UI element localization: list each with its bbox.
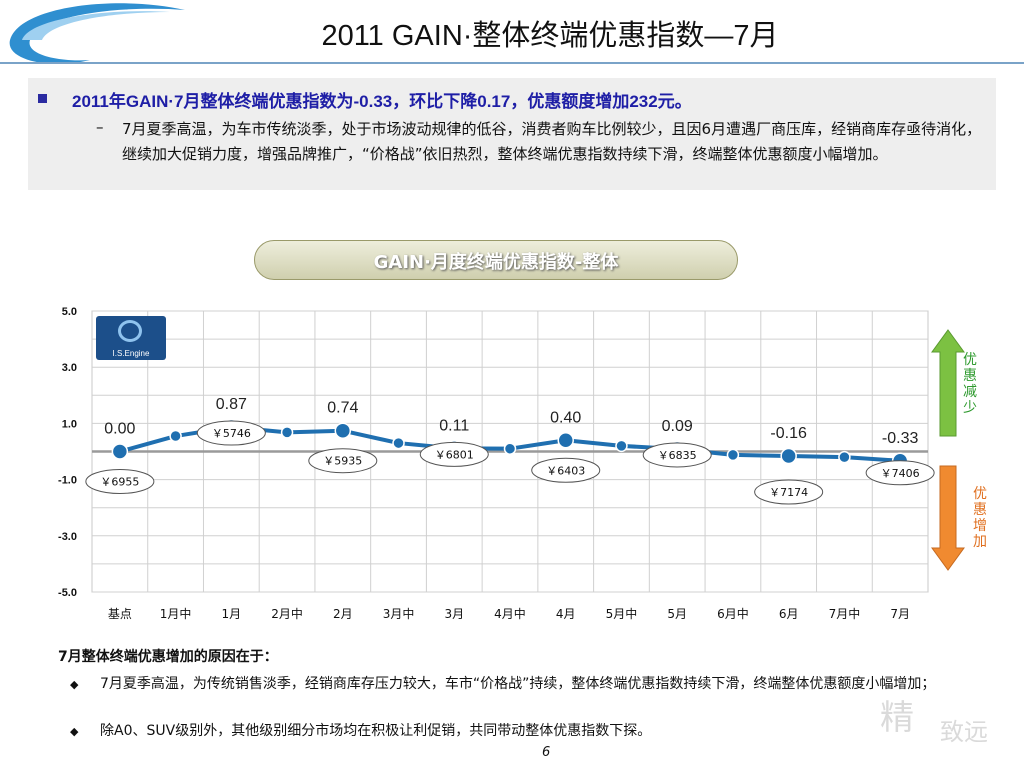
amount-label: ￥6835 xyxy=(658,449,697,462)
x-tick-label: 基点 xyxy=(108,607,132,621)
title-divider xyxy=(0,62,1024,64)
amount-callout: ￥6955 xyxy=(85,469,155,494)
is-engine-logo-text: I.S.Engine xyxy=(112,349,150,358)
amount-callout: ￥7174 xyxy=(754,479,824,505)
amount-label: ￥5746 xyxy=(212,427,251,440)
amount-callout: ￥6403 xyxy=(531,457,601,483)
x-tick-label: 3月 xyxy=(444,607,464,621)
down-arrow-icon xyxy=(931,465,965,571)
up-arrow-shape xyxy=(931,329,965,437)
x-tick-label: 7月 xyxy=(890,607,910,621)
summary-headline: 2011年GAIN·7月整体终端优惠指数为-0.33，环比下降0.17，优惠额度… xyxy=(72,92,692,111)
y-tick-label: 1.0 xyxy=(62,418,77,430)
amount-callout-bubble xyxy=(85,469,155,494)
data-label: 0.00 xyxy=(104,421,135,438)
data-point xyxy=(726,448,740,462)
data-point xyxy=(838,450,851,464)
reason-item-2: 除A0、SUV级别外，其他级别细分市场均在积极让利促销，共同带动整体优惠指数下探… xyxy=(100,723,652,739)
data-point xyxy=(615,439,628,453)
x-tick-label: 4月中 xyxy=(494,606,526,621)
data-label: 0.74 xyxy=(327,400,358,417)
data-point xyxy=(392,436,405,450)
amount-callout: ￥7406 xyxy=(865,460,935,486)
summary-detail: 7月夏季高温，为车市传统淡季，处于市场波动规律的低谷，消费者购车比例较少，且因6… xyxy=(122,120,982,163)
x-tick-label: 2月中 xyxy=(271,606,303,621)
chart-title: GAIN·月度终端优惠指数-整体 xyxy=(373,252,619,273)
x-tick-label: 6月 xyxy=(779,607,799,621)
data-label: 0.87 xyxy=(216,396,247,413)
x-tick-label: 2月 xyxy=(333,607,353,621)
square-bullet-icon xyxy=(38,94,47,103)
data-label: 0.09 xyxy=(662,418,693,435)
data-point xyxy=(780,447,797,465)
data-label: -0.33 xyxy=(882,430,919,447)
data-point xyxy=(334,422,352,439)
data-point xyxy=(111,443,129,460)
amount-callout-bubble xyxy=(531,457,601,483)
page-title: 2011 GAIN·整体终端优惠指数—7月 xyxy=(321,20,779,52)
data-point xyxy=(169,429,182,443)
direction-arrows xyxy=(931,329,965,571)
amount-callout: ￥5746 xyxy=(196,420,266,446)
reason-item-1: 7月夏季高温，为传统销售淡季，经销商库存压力较大，车市“价格战”持续，整体终端优… xyxy=(100,676,936,692)
dash-bullet: – xyxy=(96,118,104,136)
diamond-bullet-icon: ◆ xyxy=(70,678,79,691)
data-label: -0.16 xyxy=(770,425,807,442)
x-tick-label: 7月中 xyxy=(829,606,861,621)
y-tick-label: 5.0 xyxy=(62,306,77,318)
up-arrow-icon xyxy=(931,329,965,437)
watermark-logo-2: 致远 xyxy=(940,718,988,746)
data-point xyxy=(280,426,294,439)
data-point xyxy=(557,432,574,449)
amount-callout-bubble xyxy=(196,420,266,446)
chart-title-banner: GAIN·月度终端优惠指数-整体 xyxy=(254,240,738,280)
amount-label: ￥7406 xyxy=(881,467,920,480)
side-label-down: 优惠增加 xyxy=(973,486,987,550)
x-tick-label: 3月中 xyxy=(383,606,415,621)
company-logo-swoosh xyxy=(9,3,185,64)
amount-callout-bubble xyxy=(754,479,824,505)
y-tick-label: -5.0 xyxy=(58,587,77,599)
summary-box: 2011年GAIN·7月整体终端优惠指数为-0.33，环比下降0.17，优惠额度… xyxy=(28,78,996,190)
amount-label: ￥5935 xyxy=(323,455,362,468)
data-label: 0.11 xyxy=(439,417,469,434)
diamond-bullet-icon: ◆ xyxy=(70,725,79,738)
data-point xyxy=(503,442,517,455)
x-tick-label: 4月 xyxy=(556,607,576,621)
amount-callout-bubble xyxy=(642,442,712,468)
x-tick-label: 5月 xyxy=(667,607,687,621)
amount-label: ￥6403 xyxy=(546,464,585,477)
amount-callout-bubble xyxy=(419,441,489,467)
y-tick-label: -1.0 xyxy=(58,475,77,487)
amount-label: ￥7174 xyxy=(769,486,808,499)
is-engine-logo: I.S.Engine xyxy=(96,316,166,360)
info-icon xyxy=(118,320,142,342)
amount-callout: ￥5935 xyxy=(308,448,378,474)
x-tick-label: 5月中 xyxy=(606,606,638,621)
reasons-title: 7月整体终端优惠增加的原因在于： xyxy=(58,649,278,665)
amount-callout: ￥6835 xyxy=(642,442,712,468)
down-arrow-shape xyxy=(931,465,965,571)
x-tick-label: 1月中 xyxy=(160,606,192,621)
amount-label: ￥6801 xyxy=(435,448,474,461)
data-label: 0.40 xyxy=(550,409,581,426)
amount-label: ￥6955 xyxy=(100,476,139,489)
x-tick-label: 1月 xyxy=(222,607,242,621)
amount-callout-bubble xyxy=(308,448,378,474)
chart-labels: 5.0 3.0 1.0 -1.0 -3.0 -5.0 基点 1月中 1月 2月中 2月 3月中 3月 4月… xyxy=(58,306,935,621)
y-tick-label: 3.0 xyxy=(62,362,77,374)
y-tick-label: -3.0 xyxy=(58,531,77,543)
amount-callout: ￥6801 xyxy=(419,441,489,467)
x-tick-label: 6月中 xyxy=(717,606,749,621)
page-number: 6 xyxy=(542,745,551,760)
side-label-up: 优惠减少 xyxy=(963,352,977,416)
watermark-logo: 精 xyxy=(880,698,914,738)
amount-callout-bubble xyxy=(865,460,935,486)
